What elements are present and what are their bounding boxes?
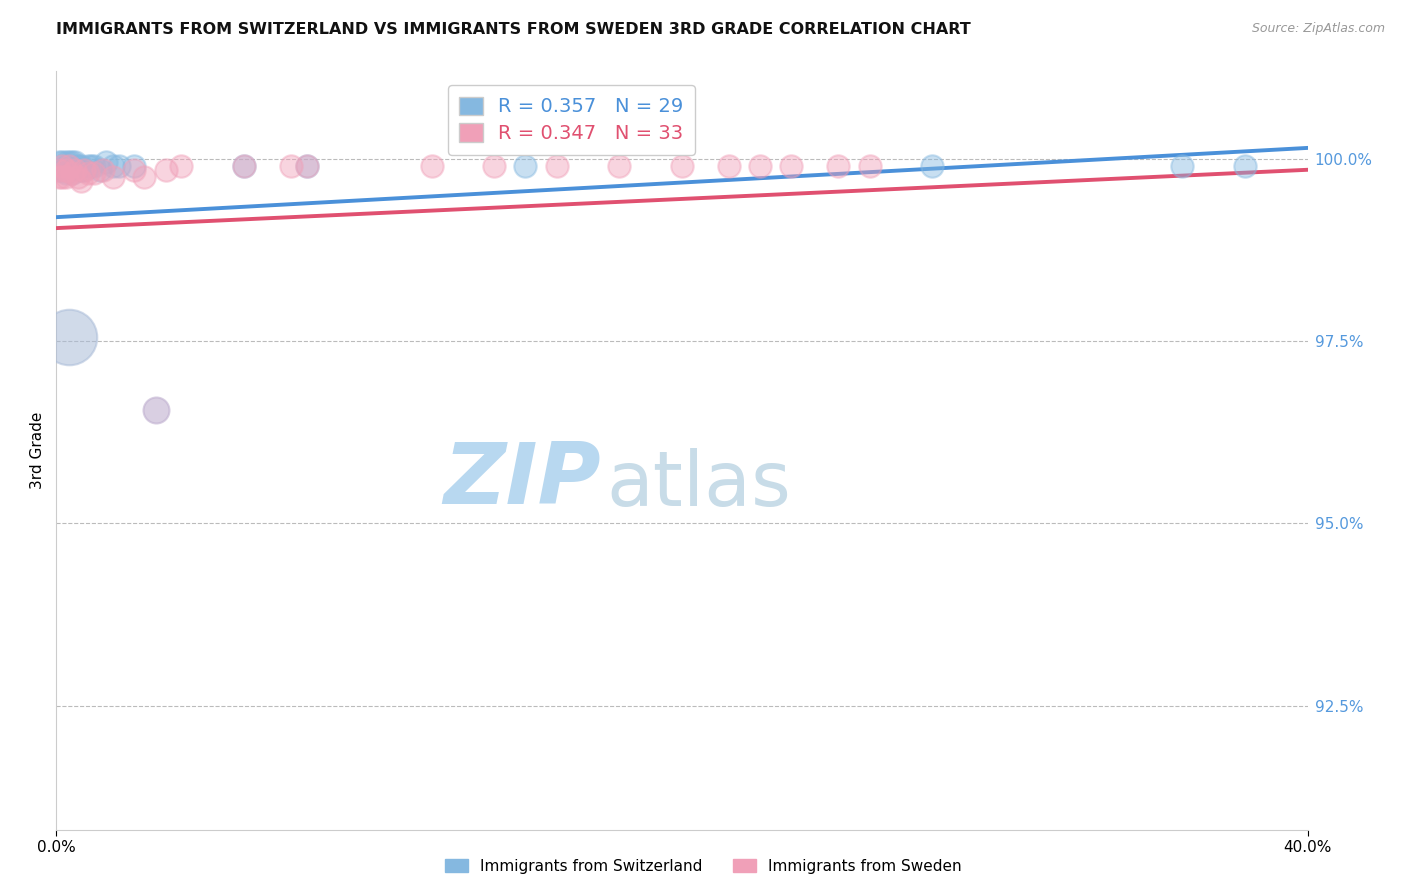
Point xyxy=(63,162,86,177)
Point xyxy=(546,159,568,173)
Point xyxy=(58,155,80,169)
Point xyxy=(51,170,73,185)
Point xyxy=(671,159,693,173)
Point xyxy=(73,162,96,177)
Text: atlas: atlas xyxy=(607,448,792,522)
Text: IMMIGRANTS FROM SWITZERLAND VS IMMIGRANTS FROM SWEDEN 3RD GRADE CORRELATION CHAR: IMMIGRANTS FROM SWITZERLAND VS IMMIGRANT… xyxy=(56,22,972,37)
Point xyxy=(858,159,880,173)
Point xyxy=(76,166,98,180)
Point xyxy=(55,162,77,177)
Point xyxy=(73,162,96,177)
Point xyxy=(1171,159,1194,173)
Point xyxy=(51,155,73,169)
Text: ZIP: ZIP xyxy=(443,439,600,523)
Point xyxy=(420,159,443,173)
Point xyxy=(55,170,77,185)
Point xyxy=(609,159,631,173)
Point xyxy=(96,155,118,169)
Point xyxy=(780,159,803,173)
Point xyxy=(63,155,86,169)
Point xyxy=(155,162,177,177)
Point xyxy=(132,170,155,185)
Point xyxy=(717,159,740,173)
Point xyxy=(51,159,73,173)
Point xyxy=(83,159,105,173)
Text: Source: ZipAtlas.com: Source: ZipAtlas.com xyxy=(1251,22,1385,36)
Point xyxy=(170,159,193,173)
Point xyxy=(70,159,93,173)
Point xyxy=(124,159,146,173)
Point xyxy=(58,162,80,177)
Point xyxy=(67,159,90,173)
Point xyxy=(295,159,318,173)
Point xyxy=(48,170,70,185)
Legend: R = 0.357   N = 29, R = 0.347   N = 33: R = 0.357 N = 29, R = 0.347 N = 33 xyxy=(447,85,695,155)
Point xyxy=(280,159,302,173)
Point xyxy=(55,166,77,180)
Point xyxy=(60,155,83,169)
Point xyxy=(921,159,943,173)
Point xyxy=(515,159,537,173)
Point xyxy=(51,162,73,177)
Point xyxy=(76,159,98,173)
Point xyxy=(233,159,256,173)
Point xyxy=(91,162,114,177)
Point xyxy=(67,170,90,185)
Point xyxy=(124,162,146,177)
Point xyxy=(827,159,849,173)
Point xyxy=(89,162,111,177)
Point xyxy=(70,174,93,188)
Point xyxy=(484,159,506,173)
Point xyxy=(48,155,70,169)
Point xyxy=(101,170,124,185)
Point xyxy=(48,162,70,177)
Point xyxy=(108,159,131,173)
Point xyxy=(749,159,772,173)
Point xyxy=(295,159,318,173)
Point xyxy=(83,166,105,180)
Point xyxy=(48,162,70,177)
Point xyxy=(60,166,83,180)
Point xyxy=(101,159,124,173)
Point xyxy=(145,403,167,417)
Point xyxy=(58,330,80,344)
Point xyxy=(60,166,83,180)
Point xyxy=(79,159,101,173)
Y-axis label: 3rd Grade: 3rd Grade xyxy=(30,412,45,489)
Point xyxy=(233,159,256,173)
Point xyxy=(58,159,80,173)
Point xyxy=(70,162,93,177)
Legend: Immigrants from Switzerland, Immigrants from Sweden: Immigrants from Switzerland, Immigrants … xyxy=(439,853,967,880)
Point xyxy=(1234,159,1257,173)
Point xyxy=(55,155,77,169)
